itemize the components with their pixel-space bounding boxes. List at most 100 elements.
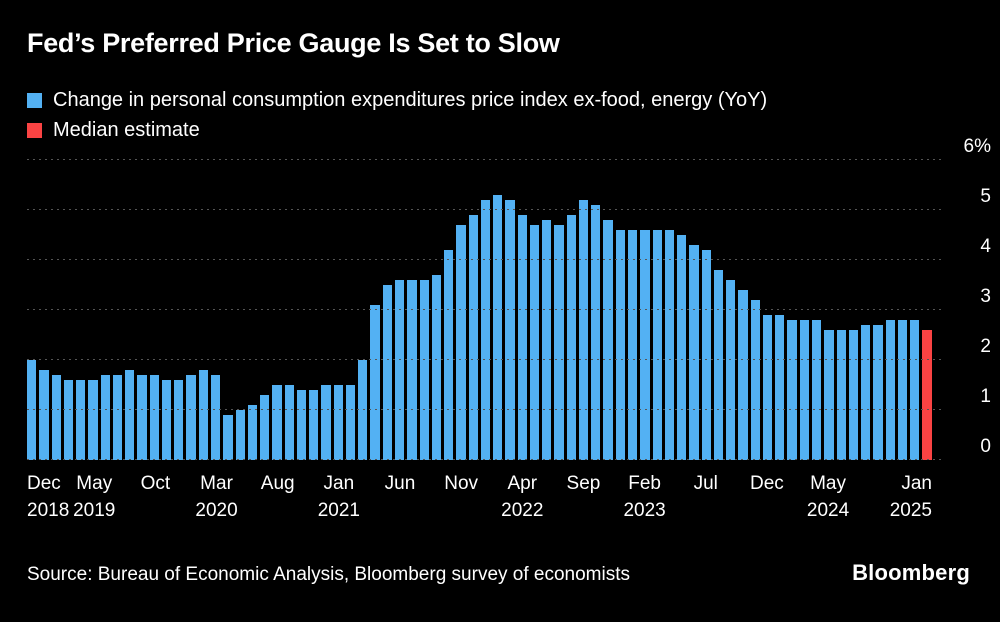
- tick-month: Feb: [628, 473, 661, 494]
- pce-bar: [885, 320, 895, 460]
- gridline: [27, 209, 945, 210]
- x-axis-tick: Aug: [261, 470, 295, 497]
- pce-bar: [910, 320, 920, 460]
- x-axis-tick: Nov: [444, 470, 478, 497]
- pce-bar: [284, 385, 294, 460]
- tick-month: Jun: [384, 473, 416, 494]
- pce-bar: [394, 280, 405, 460]
- pce-bar: [456, 225, 466, 460]
- pce-bar: [345, 385, 356, 460]
- legend-item-pce: Change in personal consumption expenditu…: [27, 86, 767, 114]
- pce-bar: [578, 200, 589, 460]
- pce-bar: [824, 330, 834, 460]
- pce-bar: [88, 380, 98, 460]
- tick-month: Nov: [444, 473, 479, 494]
- pce-bar: [419, 280, 429, 460]
- x-axis-tick: Apr 2022: [501, 470, 543, 524]
- pce-bar: [63, 380, 74, 460]
- pce-bar: [652, 230, 662, 460]
- tick-year: 2019: [73, 500, 116, 521]
- gridline: [27, 459, 945, 460]
- gridline: [27, 309, 945, 310]
- x-axis-tick: Dec 2018: [27, 470, 69, 524]
- pce-bar: [664, 230, 675, 460]
- bloomberg-logo: Bloomberg: [852, 560, 970, 585]
- pce-bar: [738, 290, 748, 460]
- pce-bar: [149, 375, 159, 460]
- x-axis-tick: Jan 2025: [890, 470, 932, 524]
- pce-bar: [861, 325, 871, 460]
- pce-bar: [615, 230, 626, 460]
- tick-year: 2025: [889, 500, 932, 521]
- pce-bar: [198, 370, 208, 460]
- plot-area: 0 1 2 3 4 5 6%: [27, 137, 991, 460]
- y-axis-label: 2: [980, 336, 991, 357]
- tick-month: Mar: [200, 473, 233, 494]
- pce-bar: [272, 385, 282, 460]
- pce-bar: [726, 280, 736, 460]
- tick-year: 2023: [623, 500, 666, 521]
- tick-month: Jan: [901, 473, 932, 494]
- tick-month: Dec: [749, 473, 784, 494]
- tick-month: May: [76, 473, 113, 494]
- pce-bar: [247, 405, 258, 460]
- x-axis-tick: Jun: [385, 470, 416, 497]
- pce-bar: [125, 370, 135, 460]
- tick-year: 2021: [317, 500, 360, 521]
- pce-bar: [897, 320, 908, 460]
- source-note: Source: Bureau of Economic Analysis, Blo…: [27, 564, 631, 585]
- pce-bar: [689, 245, 699, 460]
- pce-bar: [444, 250, 454, 460]
- x-axis-tick: Jul: [694, 470, 718, 497]
- pce-bar: [529, 225, 540, 460]
- pce-bar: [701, 250, 711, 460]
- pce-bar: [27, 360, 37, 460]
- pce-bar: [137, 375, 147, 460]
- pce-bar: [260, 395, 270, 460]
- pce-bar: [39, 370, 49, 460]
- pce-bar: [554, 225, 564, 460]
- tick-month: May: [810, 473, 846, 494]
- pce-bar: [358, 360, 368, 460]
- pce-bar: [100, 375, 110, 460]
- pce-bar: [333, 385, 343, 460]
- pce-bar: [836, 330, 846, 460]
- pce-bar: [112, 375, 123, 460]
- bars: [27, 160, 932, 460]
- x-axis: Dec 2018 May 2019 Oct Mar 2020 Aug Jan 2021 Jun Nov…: [27, 470, 932, 528]
- pce-bar: [713, 270, 724, 460]
- pce-bar: [321, 385, 331, 460]
- legend-item-median-estimate: Median estimate: [27, 116, 767, 144]
- pce-bar: [775, 315, 785, 460]
- pce-bar: [873, 325, 883, 460]
- y-axis-label: 6%: [963, 136, 991, 157]
- y-axis-label: 1: [980, 386, 991, 407]
- gridline: [27, 359, 945, 360]
- x-axis-tick: Oct: [141, 470, 171, 497]
- y-axis-label: 5: [980, 186, 991, 207]
- gridline: [27, 159, 945, 160]
- pce-bar: [848, 330, 859, 460]
- tick-month: Dec: [27, 473, 61, 494]
- pce-bar: [591, 205, 601, 460]
- x-axis-tick: Sep: [567, 470, 601, 497]
- tick-month: Jan: [323, 473, 355, 494]
- tick-year: 2022: [501, 500, 544, 521]
- pce-bar: [762, 315, 773, 460]
- tick-month: Oct: [140, 473, 171, 494]
- pce-bar: [566, 215, 576, 460]
- pce-bar: [640, 230, 650, 460]
- pce-bar: [468, 215, 478, 460]
- pce-bar: [235, 410, 245, 460]
- y-axis-label: 4: [980, 236, 991, 257]
- median-estimate-bar: [922, 330, 932, 460]
- legend-label: Median estimate: [53, 118, 200, 141]
- y-axis-label: 3: [980, 286, 991, 307]
- pce-bar: [210, 375, 221, 460]
- x-axis-tick: May 2024: [807, 470, 849, 524]
- pce-bar: [76, 380, 86, 460]
- legend-label: Change in personal consumption expenditu…: [53, 88, 768, 111]
- tick-month: Jul: [693, 473, 718, 494]
- y-axis-label: 0: [980, 436, 991, 457]
